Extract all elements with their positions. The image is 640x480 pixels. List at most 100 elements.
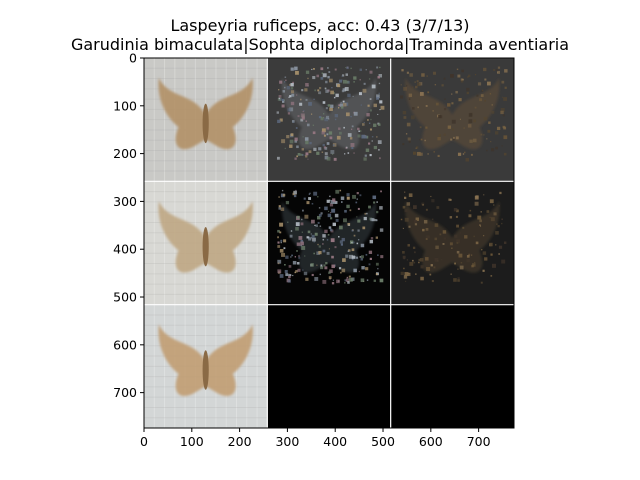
noise-speck	[278, 207, 281, 210]
noise-speck	[360, 258, 363, 261]
noise-speck	[288, 275, 291, 279]
noise-speck	[290, 67, 294, 71]
noise-speck	[419, 92, 424, 96]
noise-speck	[456, 209, 459, 213]
noise-speck	[296, 94, 298, 96]
noise-speck	[326, 251, 330, 255]
noise-speck	[291, 254, 293, 257]
noise-speck	[496, 126, 501, 131]
noise-speck	[342, 79, 347, 84]
noise-speck	[379, 206, 383, 210]
noise-speck	[427, 91, 430, 94]
noise-speck	[316, 251, 320, 255]
noise-speck	[359, 194, 362, 197]
noise-speck	[370, 118, 372, 121]
noise-speck	[327, 213, 332, 218]
noise-speck	[331, 153, 334, 155]
noise-speck	[326, 133, 329, 136]
noise-speck	[276, 111, 279, 114]
cell-background	[267, 304, 391, 428]
noise-speck	[328, 248, 330, 250]
noise-speck	[322, 243, 324, 245]
noise-speck	[353, 111, 358, 116]
moth-silhouette	[405, 201, 500, 273]
noise-speck	[378, 82, 381, 85]
noise-speck	[342, 100, 345, 103]
noise-speck	[433, 151, 436, 153]
noise-speck	[312, 124, 315, 126]
noise-speck	[400, 271, 404, 276]
noise-speck	[290, 230, 293, 232]
noise-speck	[301, 231, 303, 233]
noise-speck	[447, 125, 452, 129]
noise-speck	[321, 72, 323, 74]
noise-speck	[458, 253, 463, 258]
noise-speck	[323, 264, 326, 267]
noise-speck	[342, 88, 346, 92]
noise-speck	[496, 223, 498, 225]
noise-speck	[456, 242, 459, 244]
noise-speck	[467, 124, 472, 128]
noise-speck	[324, 152, 328, 156]
noise-speck	[431, 218, 434, 221]
noise-speck	[457, 152, 462, 156]
noise-speck	[379, 228, 384, 232]
noise-speck	[331, 282, 335, 285]
noise-speck	[342, 258, 346, 262]
noise-speck	[353, 268, 357, 273]
noise-speck	[297, 115, 300, 118]
noise-speck	[290, 90, 295, 94]
noise-speck	[377, 140, 382, 144]
noise-speck	[476, 94, 479, 97]
noise-speck	[402, 205, 406, 209]
noise-speck	[425, 257, 429, 261]
noise-speck	[287, 221, 289, 223]
noise-speck	[322, 73, 327, 78]
noise-speck	[344, 209, 347, 213]
noise-speck	[483, 67, 487, 72]
noise-speck	[348, 275, 351, 278]
noise-speck	[473, 119, 477, 123]
noise-speck	[472, 138, 477, 143]
noise-speck	[497, 66, 501, 69]
noise-speck	[310, 233, 313, 235]
noise-speck	[304, 255, 306, 257]
noise-speck	[344, 153, 346, 155]
noise-speck	[341, 201, 343, 203]
noise-speck	[287, 279, 291, 283]
noise-speck	[449, 198, 452, 201]
noise-speck	[335, 218, 339, 222]
noise-speck	[295, 70, 299, 75]
noise-speck	[415, 273, 417, 275]
noise-speck	[500, 110, 504, 115]
noise-speck	[377, 113, 379, 116]
noise-speck	[305, 140, 309, 145]
noise-speck	[293, 190, 297, 195]
noise-speck	[374, 218, 377, 222]
noise-speck	[328, 71, 331, 73]
noise-speck	[437, 154, 440, 158]
noise-speck	[367, 104, 370, 107]
noise-speck	[346, 193, 350, 197]
noise-speck	[341, 106, 344, 109]
noise-speck	[402, 110, 407, 115]
noise-speck	[355, 256, 359, 259]
noise-speck	[443, 237, 447, 240]
image-cell-r2-c1	[267, 304, 391, 428]
noise-speck	[425, 227, 429, 231]
noise-speck	[490, 253, 493, 256]
noise-speck	[301, 154, 304, 156]
noise-speck	[484, 78, 487, 81]
noise-speck	[376, 210, 379, 214]
noise-speck	[480, 211, 482, 213]
noise-speck	[305, 155, 308, 158]
noise-speck	[503, 152, 507, 156]
noise-speck	[325, 89, 329, 93]
noise-speck	[404, 217, 409, 222]
noise-speck	[460, 80, 464, 83]
noise-speck	[375, 273, 378, 276]
noise-speck	[376, 66, 379, 69]
noise-speck	[326, 104, 328, 106]
noise-speck	[466, 255, 470, 258]
noise-speck	[308, 197, 312, 200]
